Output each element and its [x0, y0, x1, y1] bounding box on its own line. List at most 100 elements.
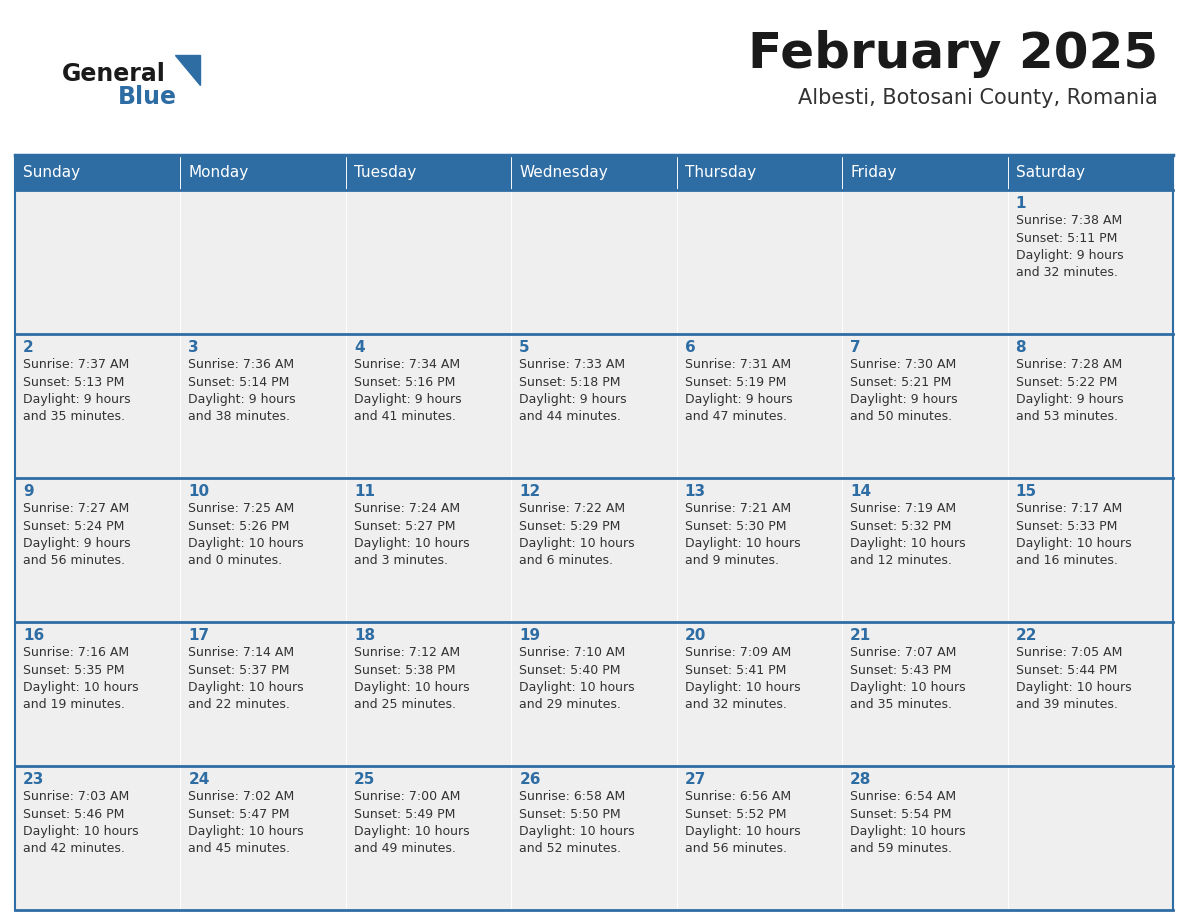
Text: Daylight: 9 hours: Daylight: 9 hours — [1016, 393, 1123, 406]
Text: Daylight: 9 hours: Daylight: 9 hours — [23, 393, 131, 406]
Text: Daylight: 9 hours: Daylight: 9 hours — [23, 537, 131, 550]
Text: Daylight: 10 hours: Daylight: 10 hours — [851, 825, 966, 838]
Text: Sunrise: 7:36 AM: Sunrise: 7:36 AM — [189, 358, 295, 371]
Text: and 0 minutes.: and 0 minutes. — [189, 554, 283, 567]
Text: Daylight: 10 hours: Daylight: 10 hours — [519, 681, 634, 694]
Text: 4: 4 — [354, 340, 365, 355]
Bar — [842, 766, 1007, 910]
Text: Sunset: 5:49 PM: Sunset: 5:49 PM — [354, 808, 455, 821]
Text: 28: 28 — [851, 772, 872, 787]
Text: Daylight: 10 hours: Daylight: 10 hours — [23, 681, 139, 694]
Text: and 39 minutes.: and 39 minutes. — [1016, 699, 1118, 711]
Text: Sunday: Sunday — [23, 165, 80, 180]
Text: 1: 1 — [1016, 196, 1026, 211]
Text: 6: 6 — [684, 340, 695, 355]
Text: Daylight: 10 hours: Daylight: 10 hours — [684, 825, 801, 838]
Bar — [15, 155, 181, 190]
Text: and 35 minutes.: and 35 minutes. — [851, 699, 952, 711]
Text: 3: 3 — [189, 340, 200, 355]
Text: Daylight: 10 hours: Daylight: 10 hours — [851, 537, 966, 550]
Text: Sunset: 5:40 PM: Sunset: 5:40 PM — [519, 664, 621, 677]
Bar — [346, 478, 511, 622]
Text: Sunset: 5:54 PM: Sunset: 5:54 PM — [851, 808, 952, 821]
Bar — [511, 622, 677, 766]
Polygon shape — [175, 55, 200, 85]
Text: Daylight: 10 hours: Daylight: 10 hours — [519, 537, 634, 550]
Text: Sunset: 5:43 PM: Sunset: 5:43 PM — [851, 664, 952, 677]
Text: Daylight: 10 hours: Daylight: 10 hours — [189, 537, 304, 550]
Text: Daylight: 9 hours: Daylight: 9 hours — [1016, 249, 1123, 262]
Text: Sunset: 5:11 PM: Sunset: 5:11 PM — [1016, 231, 1117, 244]
Bar — [511, 334, 677, 478]
Text: and 25 minutes.: and 25 minutes. — [354, 699, 456, 711]
Text: 19: 19 — [519, 628, 541, 643]
Bar — [1007, 190, 1173, 334]
Text: and 6 minutes.: and 6 minutes. — [519, 554, 613, 567]
Text: Sunset: 5:47 PM: Sunset: 5:47 PM — [189, 808, 290, 821]
Text: Sunrise: 7:19 AM: Sunrise: 7:19 AM — [851, 502, 956, 515]
Text: Sunrise: 7:10 AM: Sunrise: 7:10 AM — [519, 646, 626, 659]
Text: Sunrise: 6:56 AM: Sunrise: 6:56 AM — [684, 790, 791, 803]
Text: Sunrise: 7:24 AM: Sunrise: 7:24 AM — [354, 502, 460, 515]
Text: Daylight: 9 hours: Daylight: 9 hours — [684, 393, 792, 406]
Text: Sunrise: 7:31 AM: Sunrise: 7:31 AM — [684, 358, 791, 371]
Text: Saturday: Saturday — [1016, 165, 1085, 180]
Bar — [346, 622, 511, 766]
Text: Daylight: 10 hours: Daylight: 10 hours — [354, 825, 469, 838]
Text: Daylight: 10 hours: Daylight: 10 hours — [851, 681, 966, 694]
Bar — [1007, 622, 1173, 766]
Bar — [181, 766, 346, 910]
Text: and 16 minutes.: and 16 minutes. — [1016, 554, 1118, 567]
Bar — [677, 622, 842, 766]
Text: and 52 minutes.: and 52 minutes. — [519, 843, 621, 856]
Text: and 45 minutes.: and 45 minutes. — [189, 843, 290, 856]
Bar — [15, 334, 181, 478]
Bar — [15, 766, 181, 910]
Text: Sunrise: 7:09 AM: Sunrise: 7:09 AM — [684, 646, 791, 659]
Bar — [15, 622, 181, 766]
Text: Sunset: 5:44 PM: Sunset: 5:44 PM — [1016, 664, 1117, 677]
Text: and 47 minutes.: and 47 minutes. — [684, 410, 786, 423]
Text: 9: 9 — [23, 484, 33, 499]
Text: and 12 minutes.: and 12 minutes. — [851, 554, 952, 567]
Text: 5: 5 — [519, 340, 530, 355]
Text: Sunrise: 7:16 AM: Sunrise: 7:16 AM — [23, 646, 129, 659]
Text: Daylight: 9 hours: Daylight: 9 hours — [354, 393, 461, 406]
Text: and 3 minutes.: and 3 minutes. — [354, 554, 448, 567]
Text: Sunset: 5:22 PM: Sunset: 5:22 PM — [1016, 375, 1117, 388]
Bar — [511, 766, 677, 910]
Text: February 2025: February 2025 — [748, 30, 1158, 78]
Text: and 42 minutes.: and 42 minutes. — [23, 843, 125, 856]
Bar — [15, 478, 181, 622]
Text: and 22 minutes.: and 22 minutes. — [189, 699, 290, 711]
Bar — [346, 155, 511, 190]
Text: Friday: Friday — [851, 165, 897, 180]
Text: Sunrise: 7:12 AM: Sunrise: 7:12 AM — [354, 646, 460, 659]
Bar — [181, 622, 346, 766]
Text: Sunset: 5:38 PM: Sunset: 5:38 PM — [354, 664, 455, 677]
Text: 20: 20 — [684, 628, 706, 643]
Text: Sunset: 5:13 PM: Sunset: 5:13 PM — [23, 375, 125, 388]
Text: and 19 minutes.: and 19 minutes. — [23, 699, 125, 711]
Text: Sunset: 5:46 PM: Sunset: 5:46 PM — [23, 808, 125, 821]
Text: Sunrise: 7:37 AM: Sunrise: 7:37 AM — [23, 358, 129, 371]
Bar — [842, 190, 1007, 334]
Bar — [1007, 334, 1173, 478]
Text: Sunrise: 7:34 AM: Sunrise: 7:34 AM — [354, 358, 460, 371]
Text: and 32 minutes.: and 32 minutes. — [1016, 266, 1118, 279]
Text: 14: 14 — [851, 484, 871, 499]
Text: Daylight: 10 hours: Daylight: 10 hours — [684, 537, 801, 550]
Text: Sunset: 5:32 PM: Sunset: 5:32 PM — [851, 520, 952, 532]
Text: Sunrise: 7:27 AM: Sunrise: 7:27 AM — [23, 502, 129, 515]
Text: 8: 8 — [1016, 340, 1026, 355]
Text: Daylight: 9 hours: Daylight: 9 hours — [519, 393, 627, 406]
Text: and 32 minutes.: and 32 minutes. — [684, 699, 786, 711]
Text: Sunset: 5:37 PM: Sunset: 5:37 PM — [189, 664, 290, 677]
Text: Sunset: 5:29 PM: Sunset: 5:29 PM — [519, 520, 620, 532]
Text: Daylight: 10 hours: Daylight: 10 hours — [354, 537, 469, 550]
Text: 7: 7 — [851, 340, 861, 355]
Bar — [181, 478, 346, 622]
Text: and 44 minutes.: and 44 minutes. — [519, 410, 621, 423]
Text: Sunset: 5:24 PM: Sunset: 5:24 PM — [23, 520, 125, 532]
Text: 12: 12 — [519, 484, 541, 499]
